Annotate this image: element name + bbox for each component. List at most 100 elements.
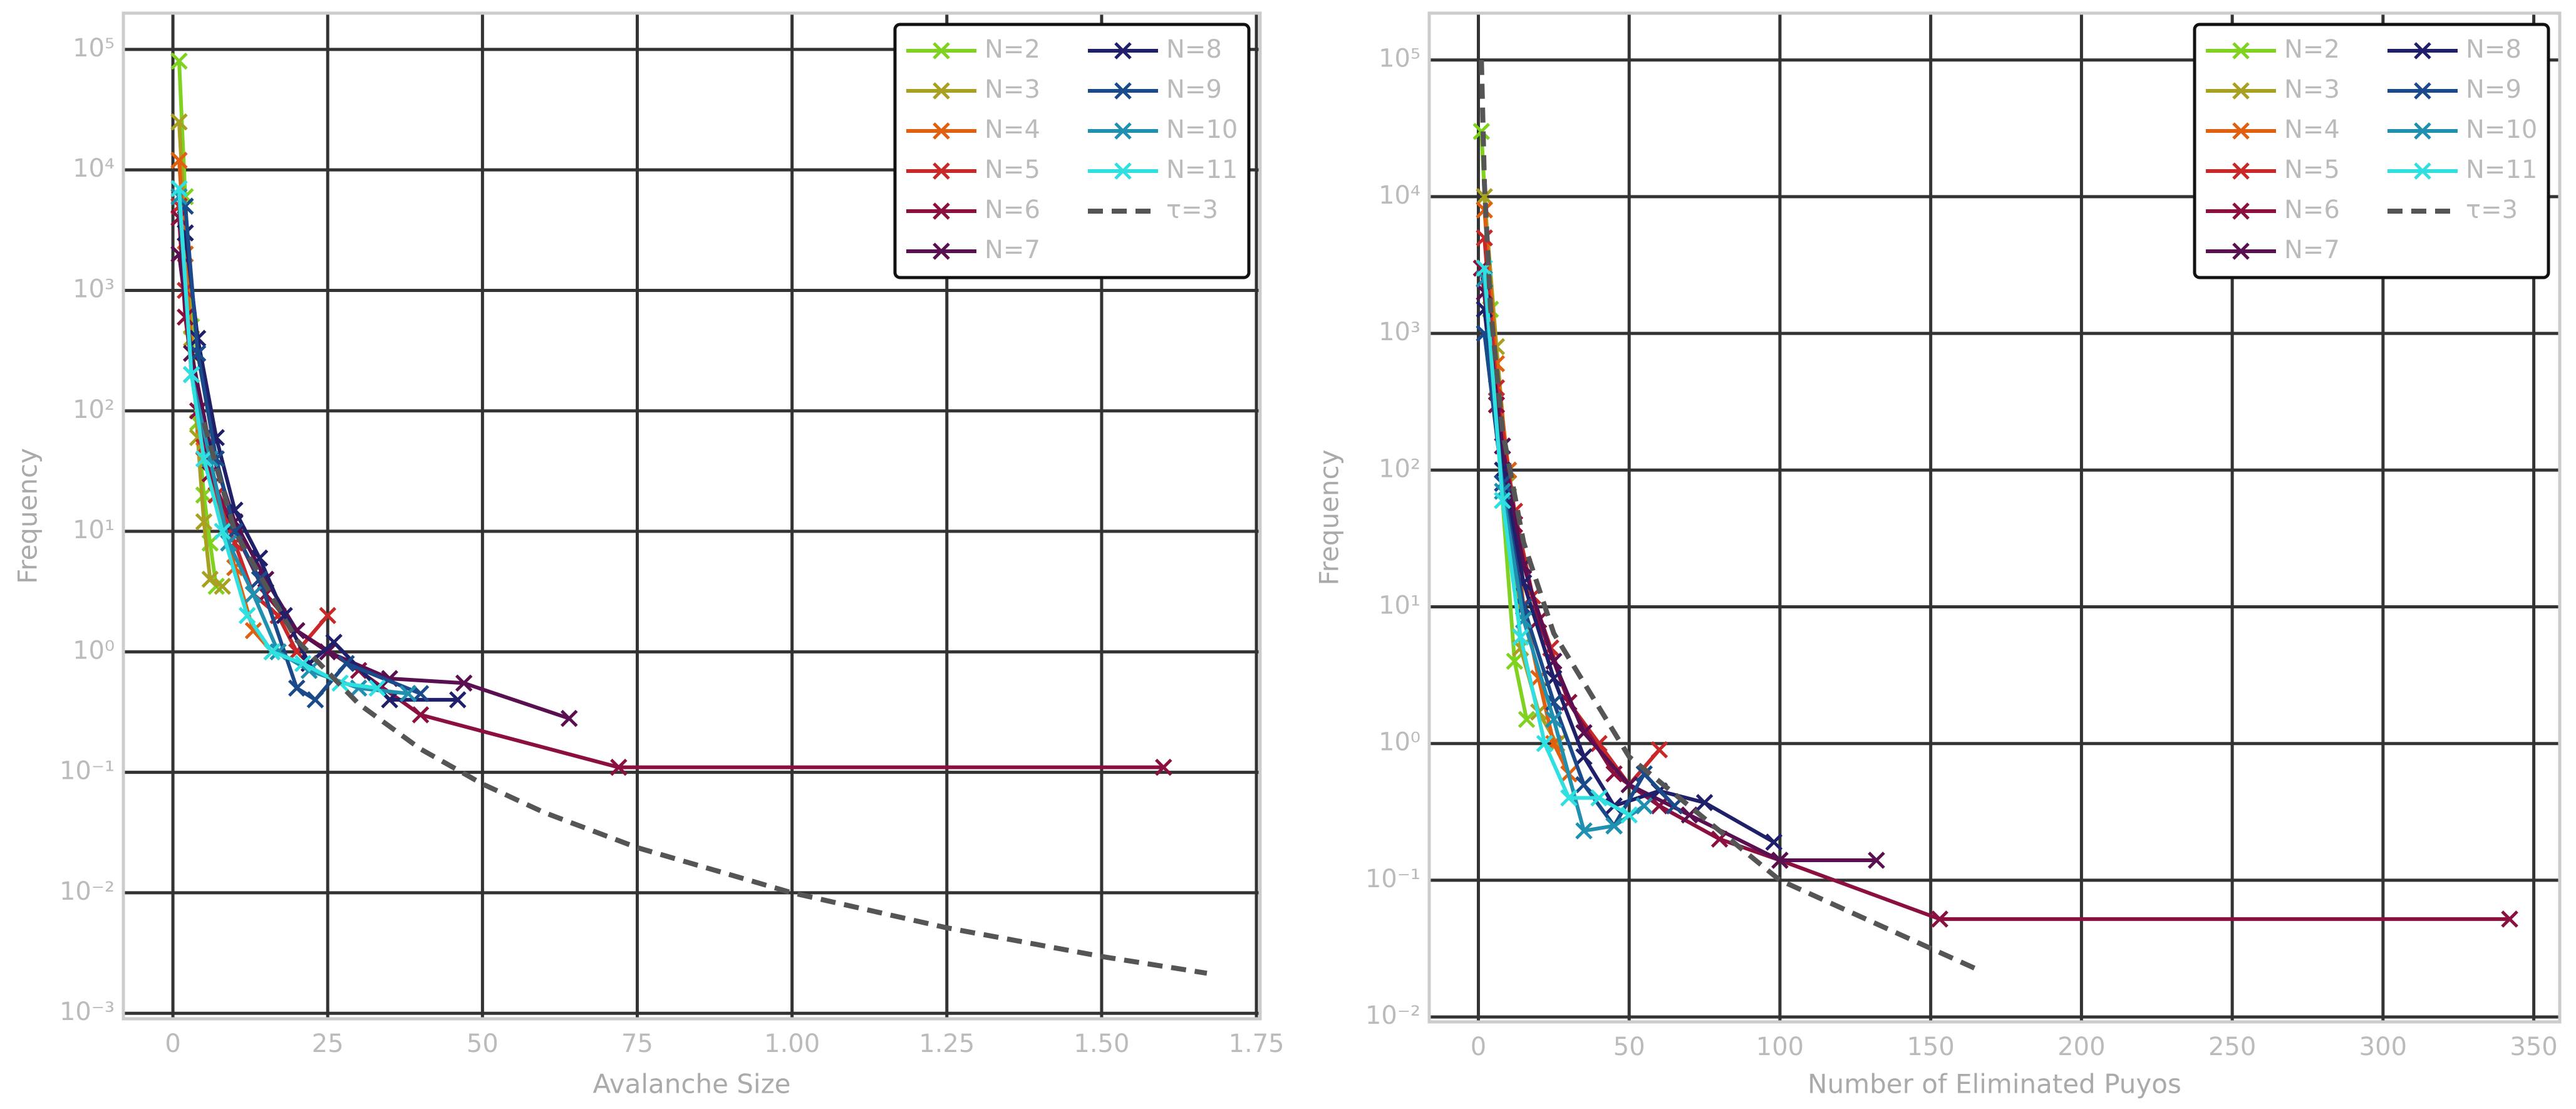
y-tick-label: 10¹ [1379, 591, 1420, 620]
legend-label: N=4 [985, 115, 1040, 144]
marker [449, 691, 467, 709]
marker [201, 570, 219, 588]
marker [306, 691, 324, 709]
marker [319, 643, 336, 661]
legend-frame [2193, 23, 2550, 279]
marker [1765, 833, 1783, 851]
legend-label: N=2 [985, 35, 1040, 64]
legend-marker [1114, 162, 1132, 180]
marker [399, 685, 417, 702]
marker [1931, 910, 1948, 928]
marker [288, 679, 306, 697]
marker [325, 633, 343, 651]
legend-marker [933, 42, 950, 60]
marker [1536, 734, 1554, 752]
marker [1518, 711, 1536, 729]
x-tick-label: 1.50 [1073, 1029, 1129, 1058]
marker [560, 709, 578, 727]
marker [455, 674, 473, 692]
marker [1494, 491, 1511, 509]
legend-marker [2232, 42, 2250, 60]
legend-marker [2232, 122, 2250, 140]
legend-label: N=9 [2466, 75, 2522, 104]
legend-label: N=9 [1166, 75, 1222, 104]
marker [1635, 765, 1653, 783]
marker [1868, 851, 1885, 869]
marker [368, 679, 386, 697]
marker [170, 152, 188, 169]
legend-label: N=6 [2284, 195, 2340, 224]
marker [411, 685, 430, 702]
marker [288, 622, 306, 640]
legend-marker [1114, 122, 1132, 140]
x-tick-label: 75 [621, 1029, 653, 1058]
series-line [1479, 60, 1984, 974]
legend-label: N=8 [2466, 35, 2522, 64]
legend-marker [933, 242, 950, 260]
marker [1476, 188, 1493, 206]
legend-marker [2414, 82, 2431, 100]
marker [411, 706, 430, 724]
y-tick-label: 10⁰ [1379, 728, 1420, 757]
marker [2501, 910, 2518, 928]
marker [294, 655, 312, 672]
y-tick-label: 10⁻¹ [1365, 865, 1420, 893]
x-axis-label: Number of Eliminated Puyos [1808, 1069, 2181, 1100]
marker [1650, 741, 1668, 759]
marker [1575, 748, 1593, 766]
x-tick-label: 100 [1756, 1033, 1804, 1061]
subplot: 0 50 100 150 200 250 300 350 10⁻² 10⁻¹ 10⁰ 10¹ 10² 10… [1314, 11, 2562, 1100]
y-tick-label: 10⁻² [59, 877, 115, 906]
x-tick-label: 1.00 [764, 1029, 820, 1058]
legend-label: N=8 [1166, 35, 1222, 64]
y-tick-label: 10⁰ [73, 636, 115, 665]
legend-label: N=6 [985, 195, 1040, 224]
y-tick-label: 10⁴ [73, 154, 115, 183]
marker [1605, 765, 1623, 783]
marker [214, 523, 231, 540]
marker [338, 655, 355, 672]
y-tick-label: 10⁵ [1379, 44, 1420, 73]
marker [1545, 711, 1563, 729]
marker [263, 643, 281, 661]
x-tick-label: 0 [1471, 1033, 1486, 1061]
plot-area [170, 52, 1208, 976]
marker [1635, 797, 1653, 815]
x-tick-label: 50 [467, 1029, 499, 1058]
marker [1506, 652, 1524, 670]
legend-label: N=7 [985, 236, 1040, 264]
marker [170, 180, 188, 197]
marker [195, 486, 213, 504]
marker [1512, 628, 1529, 646]
y-axis-label: Frequency [1314, 450, 1345, 586]
legend-label: N=11 [2466, 155, 2537, 184]
x-tick-label: 25 [312, 1029, 344, 1058]
legend-marker [2414, 122, 2431, 140]
y-tick-label: 10² [73, 395, 115, 424]
marker [1560, 789, 1578, 807]
x-tick-label: 1.25 [919, 1029, 975, 1058]
marker [1155, 758, 1172, 776]
y-tick-label: 10⁵ [73, 34, 115, 63]
marker [244, 585, 262, 603]
legend-marker [1114, 82, 1132, 100]
marker [1575, 822, 1593, 840]
subplot: 0 25 50 75 1.00 1.25 1.50 1.75 10⁻³ 10⁻² 10⁻¹ 10⁰ 10… [13, 11, 1285, 1100]
marker [610, 758, 628, 776]
x-tick-label: 300 [2359, 1033, 2407, 1061]
x-tick-label: 350 [2510, 1033, 2557, 1061]
marker [170, 52, 188, 70]
y-tick-label: 10² [1379, 454, 1420, 483]
marker [214, 577, 231, 595]
x-tick-label: 1.75 [1229, 1029, 1285, 1058]
marker [1575, 724, 1593, 742]
y-tick-label: 10³ [73, 274, 115, 303]
legend-label: N=5 [985, 155, 1040, 184]
x-tick-label: 50 [1613, 1033, 1645, 1061]
legend-marker [1114, 42, 1132, 60]
marker [1695, 794, 1714, 811]
x-axis-label: Avalanche Size [592, 1069, 790, 1100]
plot-frame [122, 11, 1262, 1021]
y-axis-label: Frequency [13, 448, 43, 584]
marker [1771, 851, 1789, 869]
